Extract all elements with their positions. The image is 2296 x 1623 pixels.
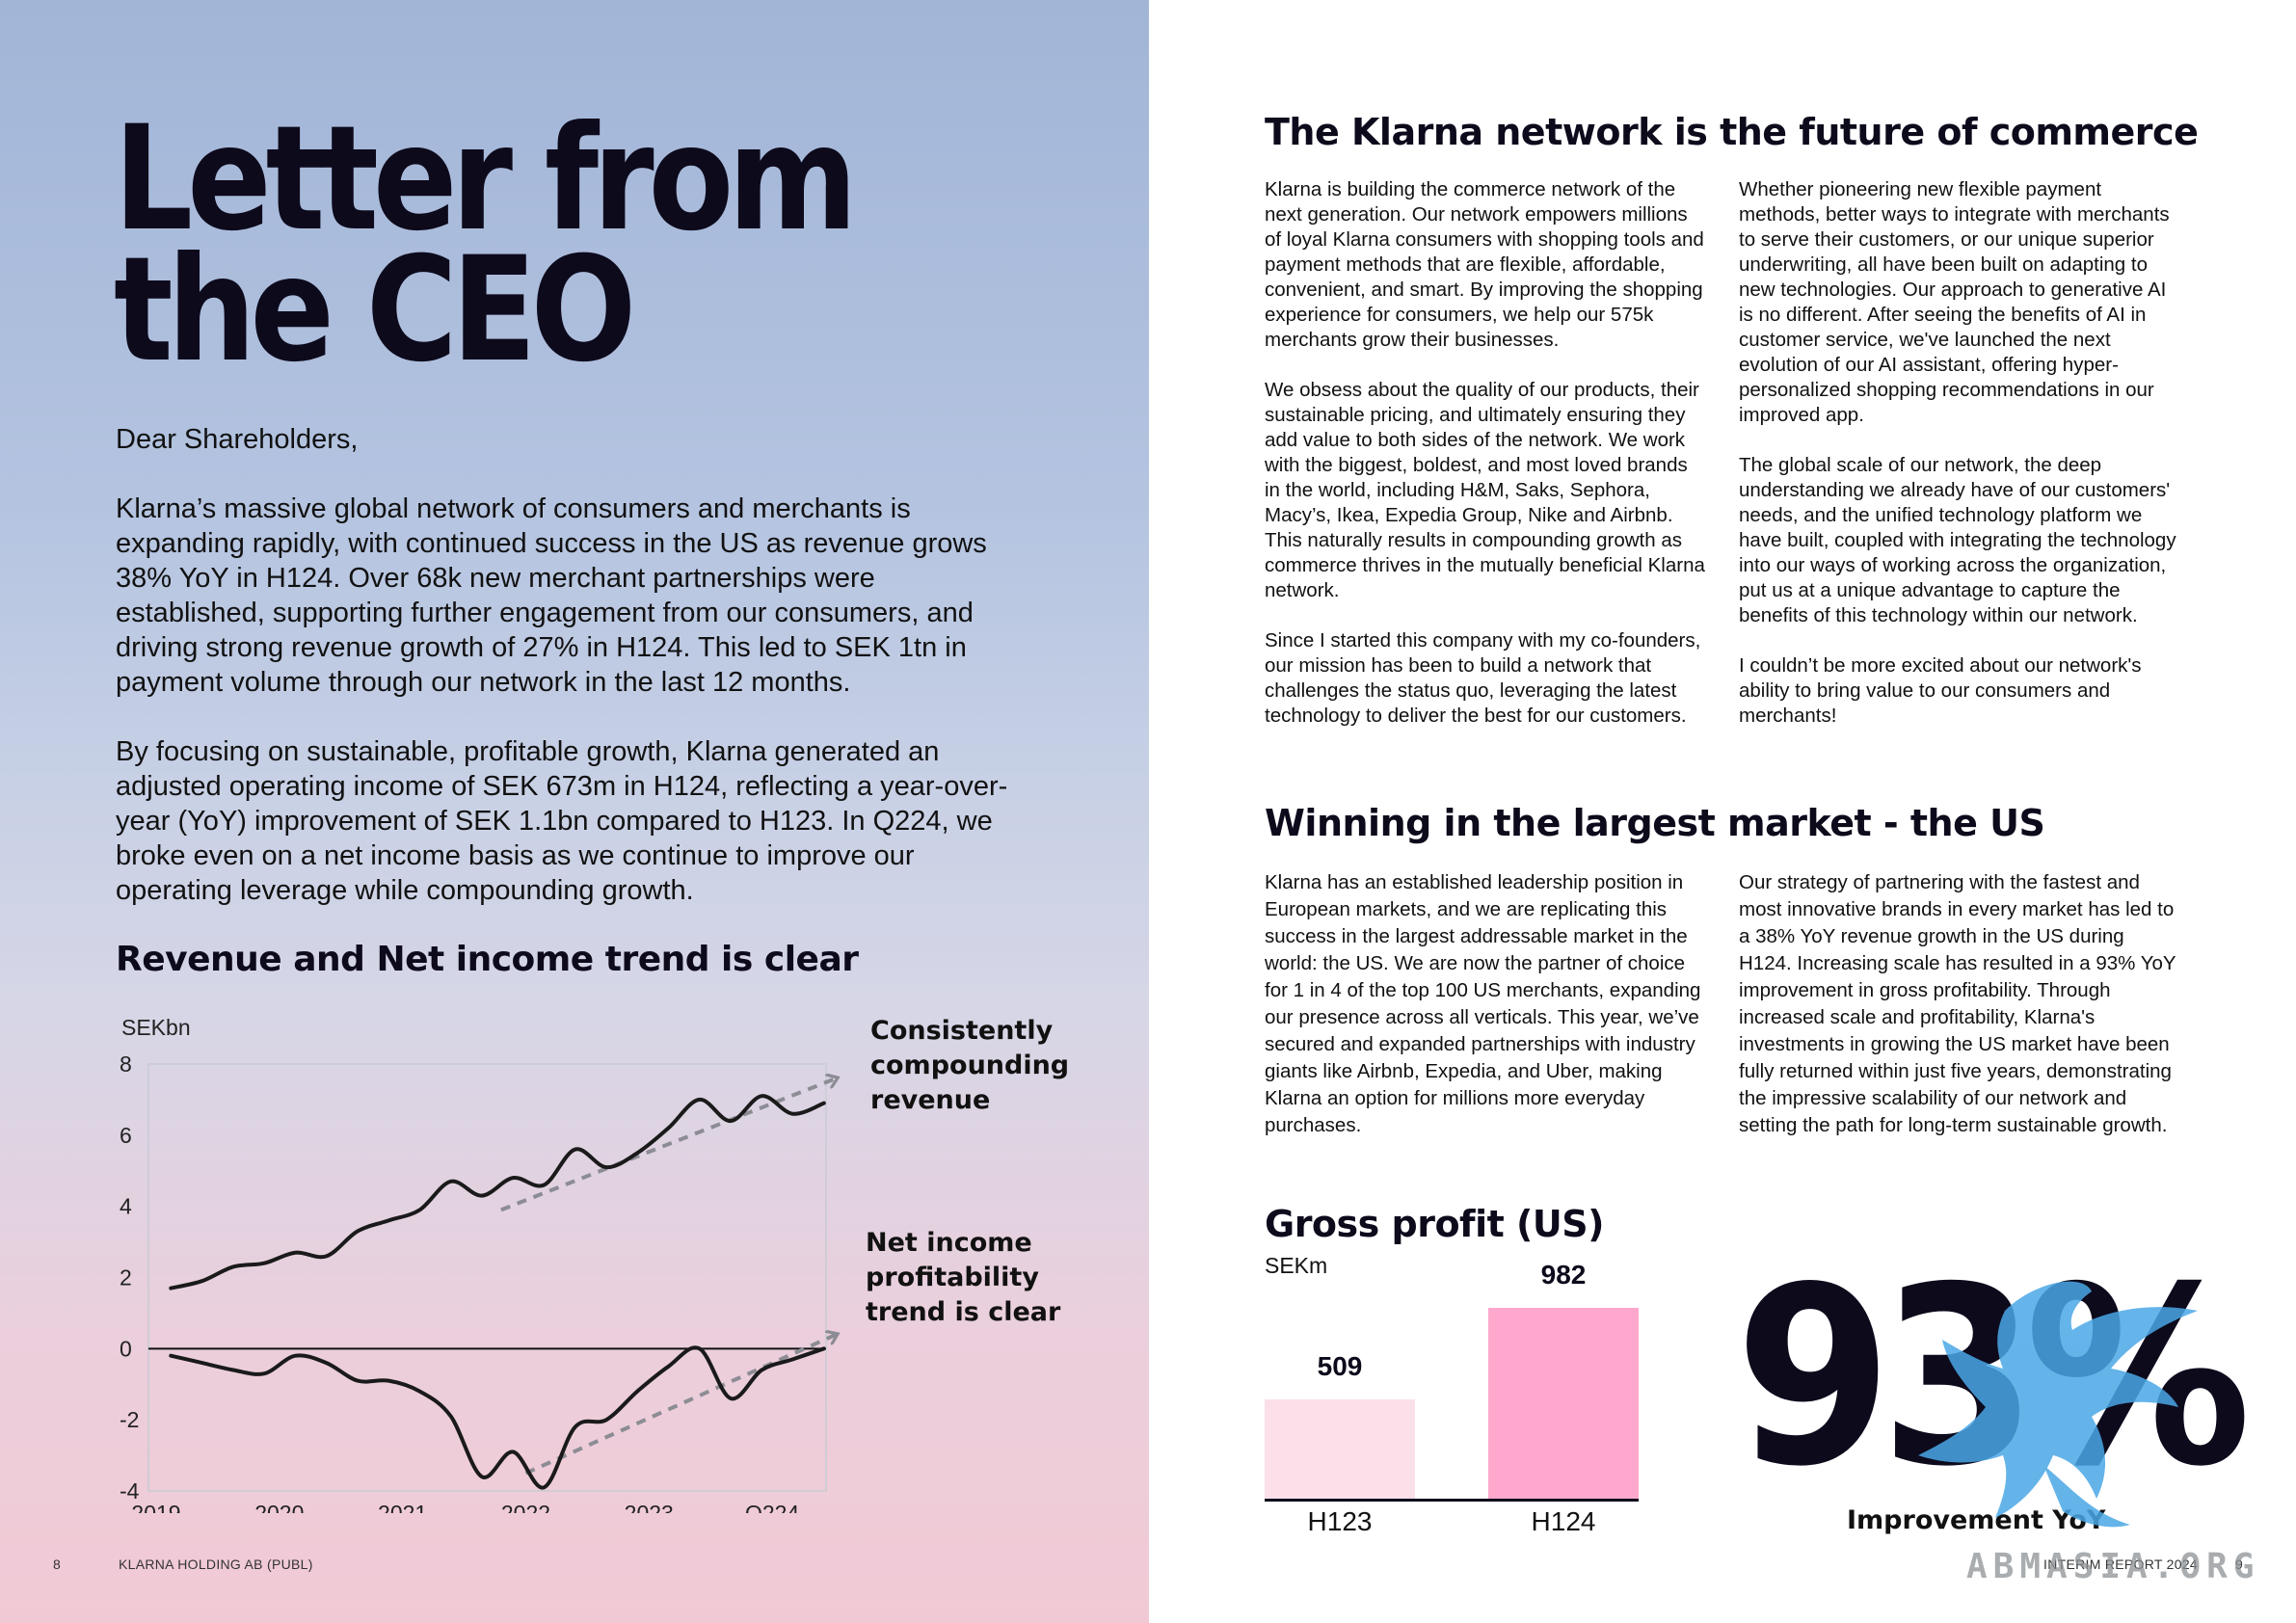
left-page: Letter from the CEO Dear Shareholders, K…	[0, 0, 1149, 1623]
network-paragraph: Since I started this company with my co-…	[1265, 629, 1701, 727]
net-income-line	[169, 1345, 826, 1490]
y-tick-label: 0	[120, 1336, 132, 1361]
gross-profit-bar-category: H123	[1307, 1506, 1373, 1536]
footer-page-number: 8	[53, 1556, 62, 1572]
us-paragraph: Klarna has an established leadership pos…	[1265, 871, 1701, 1136]
gross-profit-unit: SEKm	[1265, 1253, 1328, 1278]
y-tick-label: 6	[120, 1123, 132, 1148]
revenue-chart-heading: Revenue and Net income trend is clear	[116, 940, 859, 979]
revenue-annotation: Consistently compounding revenue	[870, 1014, 1069, 1118]
salutation: Dear Shareholders,	[116, 424, 359, 455]
trend-arrow	[524, 1335, 836, 1476]
gross-profit-bar-category: H124	[1531, 1506, 1596, 1536]
us-column-1: Klarna has an established leadership pos…	[1265, 869, 1708, 1164]
footer-page-number: 9	[2235, 1556, 2244, 1572]
watermark-text: ABMASIA.ORG	[1966, 1547, 2260, 1586]
x-tick-label: 2019	[131, 1501, 180, 1513]
letter-paragraph-2: By focusing on sustainable, profitable g…	[116, 736, 1008, 906]
revenue-line	[169, 1094, 826, 1290]
y-tick-label: 4	[120, 1194, 132, 1219]
x-tick-label: Q224	[745, 1501, 799, 1513]
y-tick-label: 8	[120, 1051, 132, 1077]
revenue-income-chart: SEKbn 8 6 4 2 0 -2 -4 2019 2020 2021 2022 2023 Q224	[120, 1015, 868, 1513]
income-annotation: Net income profitability trend is clear	[866, 1226, 1060, 1330]
title-line-2: the CEO	[114, 226, 636, 394]
income-annotation-line: profitability	[866, 1263, 1039, 1292]
x-tick-label: 2022	[501, 1501, 550, 1513]
gross-profit-heading: Gross profit (US)	[1265, 1203, 1604, 1245]
revenue-annotation-line: compounding	[870, 1051, 1070, 1080]
y-tick-label: 2	[120, 1265, 132, 1290]
network-paragraph: Whether pioneering new flexible payment …	[1739, 178, 2170, 426]
bar-baseline	[1265, 1499, 1639, 1502]
network-paragraph: Klarna is building the commerce network …	[1265, 178, 1704, 351]
network-column-1: Klarna is building the commerce network …	[1265, 177, 1708, 754]
letter-paragraph-1: Klarna’s massive global network of consu…	[116, 493, 987, 698]
gross-profit-bar	[1265, 1399, 1415, 1499]
watermark-bird-logo	[1918, 1281, 2198, 1528]
y-tick-label: -2	[120, 1407, 139, 1432]
network-paragraph: I couldn’t be more excited about our net…	[1739, 654, 2142, 727]
us-market-heading: Winning in the largest market - the US	[1265, 802, 2045, 844]
footer-report: INTERIM REPORT 2024	[2043, 1556, 2199, 1572]
ceo-letter: Dear Shareholders, Klarna’s massive glob…	[116, 422, 1031, 943]
revenue-annotation-line: revenue	[870, 1085, 991, 1115]
y-tick-label: -4	[120, 1478, 140, 1503]
us-column-2: Our strategy of partnering with the fast…	[1739, 869, 2182, 1164]
gross-profit-bar-value: 982	[1540, 1260, 1587, 1290]
page-title: Letter from the CEO	[114, 95, 858, 394]
x-tick-label: 2020	[254, 1501, 304, 1513]
y-axis-unit: SEKbn	[121, 1015, 191, 1040]
income-annotation-line: trend is clear	[866, 1297, 1061, 1327]
trend-arrow	[500, 1078, 837, 1212]
income-annotation-line: Net income	[866, 1228, 1032, 1258]
footer-company: KLARNA HOLDING AB (PUBL)	[119, 1556, 313, 1572]
title-line-1: Letter from	[114, 95, 858, 263]
network-heading: The Klarna network is the future of comm…	[1265, 111, 2199, 153]
x-tick-label: 2021	[378, 1501, 427, 1513]
revenue-annotation-line: Consistently	[870, 1016, 1054, 1046]
x-tick-label: 2023	[625, 1501, 674, 1513]
gross-profit-bar-value: 509	[1317, 1351, 1363, 1382]
gross-profit-bar	[1488, 1308, 1639, 1499]
network-column-2: Whether pioneering new flexible payment …	[1739, 177, 2182, 754]
network-paragraph: The global scale of our network, the dee…	[1739, 454, 2176, 626]
us-paragraph: Our strategy of partnering with the fast…	[1739, 871, 2176, 1136]
network-paragraph: We obsess about the quality of our produ…	[1265, 379, 1705, 601]
plot-frame	[147, 1063, 827, 1492]
